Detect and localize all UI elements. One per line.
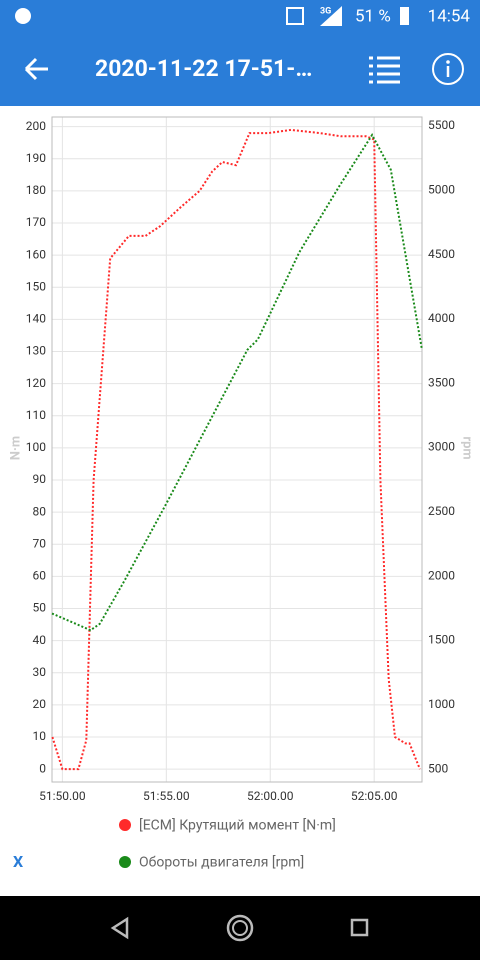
legend-marker [119,819,131,831]
battery-icon [400,7,409,25]
nav-home-inner [232,920,248,936]
y-tick-label: 40 [33,633,47,647]
y2-tick-label: 1000 [428,697,455,711]
y-tick-label: 90 [33,472,47,486]
nfc-icon [286,7,304,25]
y2-tick-label: 2000 [428,568,455,582]
legend-label: Обороты двигателя [rpm] [139,855,304,871]
legend-label: [ECM] Крутящий момент [N·m] [139,818,336,834]
app-title: 2020-11-22 17-51-… [95,55,312,82]
y-tick-label: 50 [33,601,47,615]
y-tick-label: 20 [33,697,47,711]
y-tick-label: 200 [26,119,46,133]
y2-axis-label: rpm [460,436,475,459]
notification-icon [15,8,31,24]
clock: 14:54 [428,6,471,26]
x-tick-label: 51:50.00 [39,789,86,803]
y2-tick-label: 5500 [428,118,455,132]
x-tick-label: 52:00.00 [247,789,294,803]
nav-back[interactable] [110,916,129,940]
y2-tick-label: 4000 [428,311,455,325]
y-tick-label: 130 [26,344,46,358]
y-tick-label: 80 [33,504,47,518]
close-button[interactable]: X [13,852,23,871]
signal-icon [320,6,342,26]
y2-tick-label: 4500 [428,247,455,261]
network-type: 3G [320,6,331,16]
y-tick-label: 0 [39,761,46,775]
series-line [51,128,421,771]
legend-marker [119,856,131,868]
x-tick-label: 52:05.00 [351,789,398,803]
content-bg [0,106,480,896]
y2-tick-label: 500 [428,761,448,775]
nav-bar [0,896,480,960]
info-button[interactable] [432,53,464,85]
y-tick-label: 160 [26,247,46,261]
y2-tick-label: 3500 [428,375,455,389]
battery-text: 51 % [355,6,391,26]
y2-tick-label: 5000 [428,182,455,196]
plot-frame [51,116,423,783]
y-tick-label: 60 [33,569,47,583]
y-tick-label: 120 [26,376,46,390]
chart: 0 10 20 30 40 50 60 70 80 90 100 110 120 130 140 150 160… [8,116,475,803]
y2-tick-label: 3000 [428,440,455,454]
y-tick-label: 100 [26,440,46,454]
nav-home[interactable] [226,914,254,942]
y-tick-label: 10 [33,729,47,743]
x-tick-label: 51:55.00 [143,789,190,803]
y-tick-label: 180 [26,183,46,197]
nav-recents[interactable] [350,918,369,937]
y-tick-label: 30 [33,665,47,679]
back-button[interactable] [24,57,48,81]
y-tick-label: 190 [26,151,46,165]
list-button[interactable] [369,56,400,84]
y2-tick-label: 2500 [428,504,455,518]
series-line [51,133,423,632]
y-tick-label: 140 [26,312,46,326]
y-tick-label: 110 [26,408,46,422]
y-axis-label: N·m [8,436,23,460]
y-tick-label: 150 [26,279,46,293]
y-tick-label: 70 [33,536,47,550]
y2-tick-label: 1500 [428,633,455,647]
y-tick-label: 170 [26,215,46,229]
